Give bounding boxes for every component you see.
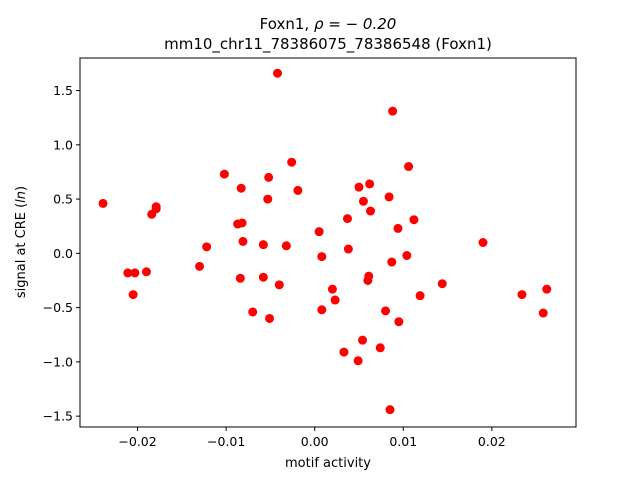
chart-title-line2: mm10_chr11_78386075_78386548 (Foxn1) bbox=[164, 35, 492, 54]
y-axis-label-prefix: signal at CRE ( bbox=[14, 203, 29, 298]
data-point bbox=[393, 223, 403, 233]
data-point bbox=[130, 268, 140, 278]
data-point bbox=[387, 257, 397, 267]
data-point bbox=[263, 194, 273, 204]
data-point bbox=[358, 335, 368, 345]
data-point bbox=[202, 242, 212, 252]
y-axis-label-ln: ln bbox=[14, 191, 29, 203]
data-point bbox=[195, 261, 205, 271]
data-point bbox=[354, 182, 364, 192]
data-point bbox=[381, 306, 391, 316]
x-tick-label: −0.02 bbox=[118, 434, 156, 449]
data-point bbox=[141, 267, 151, 277]
data-point bbox=[264, 172, 274, 182]
chart-title-prefix: Foxn1, bbox=[260, 15, 314, 33]
x-tick-label: 0.02 bbox=[478, 434, 506, 449]
data-point bbox=[363, 275, 373, 285]
data-point bbox=[317, 305, 327, 315]
data-point bbox=[517, 290, 527, 300]
data-points bbox=[98, 68, 552, 415]
data-point bbox=[287, 157, 297, 167]
data-point bbox=[236, 183, 246, 193]
data-point bbox=[258, 272, 268, 282]
data-point bbox=[98, 198, 108, 208]
y-tick-label: 1.0 bbox=[53, 137, 73, 152]
x-tick-label: −0.01 bbox=[207, 434, 245, 449]
data-point bbox=[402, 251, 412, 261]
data-point bbox=[281, 241, 291, 251]
data-point bbox=[385, 405, 395, 415]
data-point bbox=[342, 214, 352, 224]
plot-area-frame bbox=[79, 57, 577, 428]
data-point bbox=[317, 252, 327, 262]
data-point bbox=[273, 68, 283, 78]
data-point bbox=[258, 240, 268, 250]
data-point bbox=[375, 343, 385, 353]
data-point bbox=[415, 291, 425, 301]
data-point bbox=[343, 244, 353, 254]
chart-title-line1: Foxn1, ρ = − 0.20 bbox=[260, 15, 397, 33]
y-axis-label-suffix: ) bbox=[14, 186, 29, 191]
data-point bbox=[314, 227, 324, 237]
data-point bbox=[365, 179, 375, 189]
data-point bbox=[238, 236, 248, 246]
data-point bbox=[358, 196, 368, 206]
data-point bbox=[478, 238, 488, 247]
y-tick-label: −0.5 bbox=[43, 300, 73, 315]
data-point bbox=[265, 313, 275, 323]
data-point bbox=[384, 192, 394, 202]
data-point bbox=[237, 218, 247, 228]
y-axis-label: signal at CRE (ln) bbox=[14, 186, 29, 298]
data-point bbox=[409, 215, 419, 225]
axis-ticks: −0.02 −0.01 0.00 0.01 0.02 −1.5 −1.0 −0.5 0.0 0.5… bbox=[43, 83, 506, 449]
data-point bbox=[404, 162, 414, 172]
x-axis-label: motif activity bbox=[285, 456, 371, 471]
data-point bbox=[538, 308, 548, 318]
data-point bbox=[123, 268, 133, 278]
y-tick-label: 0.5 bbox=[53, 192, 73, 207]
data-point bbox=[366, 206, 376, 216]
data-point bbox=[219, 169, 229, 179]
y-tick-label: −1.0 bbox=[43, 354, 73, 369]
data-point bbox=[248, 307, 258, 317]
data-point bbox=[327, 284, 337, 294]
data-point bbox=[151, 202, 161, 212]
data-point bbox=[437, 279, 447, 289]
data-point bbox=[353, 356, 363, 366]
data-point bbox=[128, 290, 138, 300]
y-tick-label: 0.0 bbox=[53, 246, 73, 261]
x-tick-label: 0.01 bbox=[389, 434, 417, 449]
data-point bbox=[388, 106, 398, 116]
data-point bbox=[235, 273, 245, 283]
y-tick-label: −1.5 bbox=[43, 409, 73, 424]
data-point bbox=[394, 317, 404, 327]
data-point bbox=[339, 347, 349, 357]
data-point bbox=[542, 284, 552, 294]
data-point bbox=[293, 185, 303, 195]
data-point bbox=[330, 295, 340, 305]
y-tick-label: 1.5 bbox=[53, 83, 73, 98]
x-tick-label: 0.00 bbox=[301, 434, 329, 449]
data-point bbox=[274, 280, 284, 290]
chart-title-rho: ρ = − 0.20 bbox=[314, 15, 396, 33]
